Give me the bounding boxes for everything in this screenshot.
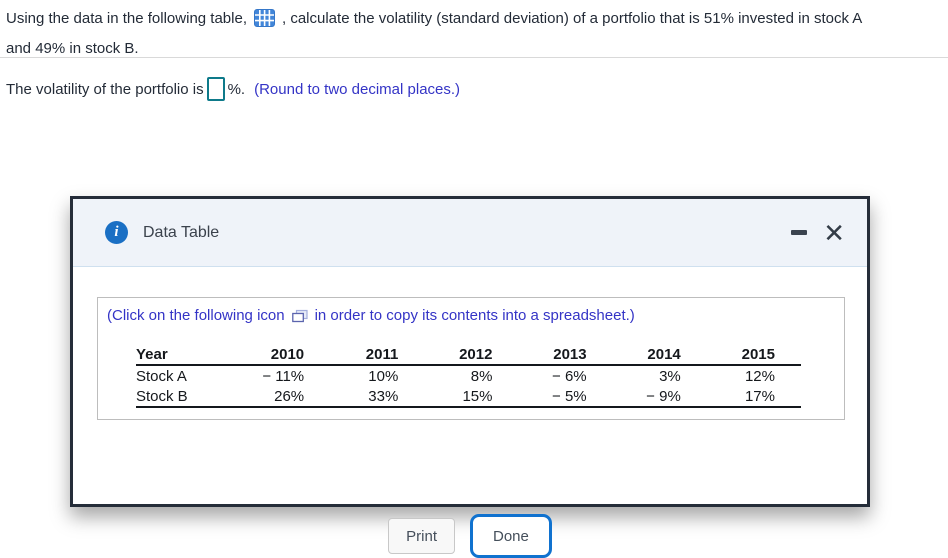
cell-b-2010: 26% [274,387,305,405]
table-grid-icon[interactable] [254,9,275,27]
row-label-stock-b: Stock B [136,387,188,405]
cell-a-2014: 3% [659,367,681,385]
cell-b-2013: − 5% [552,387,587,405]
question-line-2: and 49% in stock B. [6,40,139,57]
dialog-body: (Click on the following icon in order to… [73,267,867,558]
copy-instruction-suffix: in order to copy its contents into a spr… [314,307,635,324]
row-label-stock-a: Stock A [136,367,187,385]
table-row-stock-a: Stock A − 11% 10% 8% − 6% 3% 12% [136,365,801,386]
rounding-hint: (Round to two decimal places.) [254,80,461,98]
cell-a-2015: 12% [744,367,775,385]
close-icon: ✕ [823,217,845,248]
col-header-2015: 2015 [741,345,775,363]
dialog-footer: Print Done [73,514,867,558]
col-header-2010: 2010 [270,345,305,363]
answer-prefix: The volatility of the portfolio is [6,80,204,98]
col-header-year: Year [136,345,168,363]
info-icon: i [105,221,128,244]
question-text: Using the data in the following table, ,… [6,7,862,57]
col-header-2014: 2014 [647,345,681,363]
table-header-row: Year 2010 2011 2012 2013 2014 2015 [136,344,801,365]
minimize-button[interactable] [791,221,808,245]
answer-suffix: %. [227,80,246,98]
question-line-1: Using the data in the following table, ,… [6,7,862,29]
copy-instruction: (Click on the following icon in order to… [107,307,844,324]
done-button[interactable]: Done [469,514,552,558]
data-table-dialog: i Data Table ✕ (Click on the following i… [70,196,870,558]
col-header-2012: 2012 [459,345,493,363]
cell-b-2014: − 9% [646,387,681,405]
stock-returns-table: Year 2010 2011 2012 2013 2014 2015 Stock… [136,344,801,408]
close-button[interactable]: ✕ [823,220,845,246]
table-row-stock-b: Stock B 26% 33% 15% − 5% − 9% 17% [136,386,801,407]
cell-a-2011: 10% [368,367,399,385]
minimize-icon [791,230,808,235]
answer-input[interactable] [206,77,225,101]
table-container: (Click on the following icon in order to… [97,297,845,420]
question-line1-part2: , calculate the volatility (standard dev… [282,9,863,27]
cell-b-2015: 17% [744,387,775,405]
print-button[interactable]: Print [388,518,455,554]
col-header-2011: 2011 [365,345,399,363]
section-divider [0,57,948,58]
col-header-2013: 2013 [553,345,587,363]
cell-b-2011: 33% [368,387,399,405]
copy-icon[interactable] [291,309,308,323]
question-line1-part1: Using the data in the following table, [6,9,247,27]
copy-instruction-prefix: (Click on the following icon [107,307,285,324]
cell-a-2010: − 11% [262,367,305,385]
window-controls: ✕ [791,199,845,266]
cell-b-2012: 15% [462,387,493,405]
dialog-title: Data Table [143,223,220,241]
cell-a-2013: − 6% [552,367,587,385]
cell-a-2012: 8% [470,367,493,385]
answer-row: The volatility of the portfolio is %. (R… [6,76,460,102]
dialog-header: i Data Table ✕ [73,199,867,267]
